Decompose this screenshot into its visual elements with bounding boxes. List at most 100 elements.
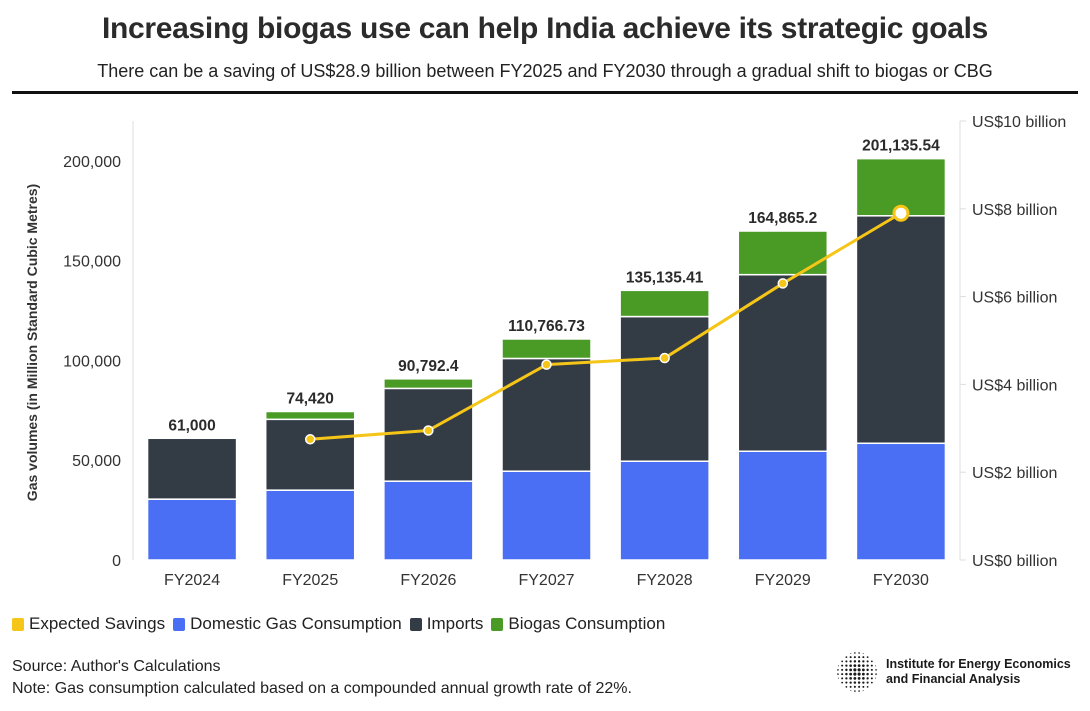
y-tick-label: 0 bbox=[112, 553, 121, 570]
bar-biogas-consumption bbox=[619, 289, 710, 318]
y2-tick-label: US$8 billion bbox=[972, 202, 1057, 219]
bar-total-label: 110,766.73 bbox=[508, 318, 585, 335]
globe-dot bbox=[870, 673, 873, 676]
globe-dot bbox=[841, 677, 844, 680]
y2-tick-label: US$6 billion bbox=[972, 290, 1057, 307]
globe-dot bbox=[849, 690, 852, 692]
globe-dot bbox=[837, 677, 839, 680]
legend-swatch-domestic-gas bbox=[173, 617, 186, 631]
title-divider bbox=[12, 91, 1078, 94]
globe-dot bbox=[841, 681, 844, 684]
globe-dot bbox=[854, 652, 856, 654]
globe-icon bbox=[837, 652, 877, 692]
globe-dot bbox=[866, 672, 869, 676]
logo-text: Institute for Energy Economics and Finan… bbox=[886, 657, 1071, 687]
globe-dot bbox=[862, 690, 865, 692]
expected-savings-line bbox=[310, 211, 902, 441]
globe-dot bbox=[845, 660, 848, 663]
globe-dot bbox=[841, 660, 844, 663]
legend-item-biogas: Biogas Consumption bbox=[491, 614, 665, 634]
globe-dot bbox=[854, 690, 856, 692]
bar-imports bbox=[146, 437, 238, 500]
globe-dot bbox=[870, 668, 873, 671]
globe-dot bbox=[871, 686, 873, 688]
globe-dot bbox=[870, 660, 873, 663]
legend-label-imports: Imports bbox=[426, 614, 484, 633]
x-tick-label: FY2028 bbox=[637, 572, 693, 589]
globe-dot bbox=[849, 681, 852, 684]
bar-biogas-consumption bbox=[383, 378, 474, 390]
note-text: Note: Gas consumption calculated based o… bbox=[12, 680, 632, 697]
globe-dot bbox=[841, 686, 843, 688]
bar-domestic-gas-consumption bbox=[264, 489, 356, 561]
globe-dot bbox=[837, 673, 839, 675]
globe-dot bbox=[857, 664, 861, 668]
y2-tick-label: US$0 billion bbox=[972, 553, 1057, 570]
expected-savings-point bbox=[892, 204, 910, 222]
globe-dot bbox=[875, 664, 877, 667]
globe-dot bbox=[871, 656, 873, 658]
chart-subtitle: There can be a saving of US$28.9 billion… bbox=[97, 61, 993, 81]
y2-tick-label: US$10 billion bbox=[972, 114, 1066, 131]
globe-dot bbox=[875, 677, 877, 680]
globe-dot bbox=[866, 685, 869, 688]
x-tick-label: FY2030 bbox=[873, 572, 929, 589]
globe-dot bbox=[875, 669, 877, 671]
expected-savings-point bbox=[659, 352, 670, 364]
globe-dot bbox=[858, 690, 860, 692]
globe-dot bbox=[853, 664, 857, 668]
x-tick-label: FY2024 bbox=[164, 572, 220, 589]
globe-dot bbox=[853, 676, 857, 680]
globe-dot bbox=[849, 652, 852, 654]
globe-dot bbox=[857, 681, 861, 684]
x-tick-label: FY2029 bbox=[755, 572, 811, 589]
globe-dot bbox=[862, 656, 865, 659]
globe-dot bbox=[853, 660, 857, 663]
bar-imports bbox=[501, 357, 592, 472]
bar-biogas-consumption bbox=[737, 230, 829, 276]
expected-savings-point bbox=[304, 434, 316, 445]
expected-savings-point bbox=[423, 425, 434, 436]
globe-dot bbox=[858, 656, 861, 659]
bar-biogas-consumption bbox=[264, 410, 356, 421]
bar-domestic-gas-consumption bbox=[855, 442, 947, 561]
legend-item-domestic-gas: Domestic Gas Consumption bbox=[173, 614, 402, 634]
globe-dot bbox=[845, 672, 848, 676]
globe-dot bbox=[870, 664, 873, 667]
bar-domestic-gas-consumption bbox=[383, 480, 474, 561]
globe-dot bbox=[849, 672, 853, 676]
globe-dot bbox=[849, 656, 852, 659]
bar-domestic-gas-consumption bbox=[737, 450, 829, 561]
globe-dot bbox=[857, 668, 861, 672]
globe-dot bbox=[866, 660, 869, 663]
globe-dot bbox=[857, 676, 861, 680]
expected-savings-point bbox=[541, 359, 552, 370]
logo-line-1: Institute for Energy Economics bbox=[886, 657, 1071, 671]
globe-dot bbox=[866, 681, 869, 684]
bar-total-label: 201,135.54 bbox=[862, 138, 940, 155]
globe-dot bbox=[858, 685, 861, 688]
source-text: Source: Author's Calculations bbox=[12, 658, 221, 675]
globe-dot bbox=[837, 664, 839, 667]
globe-dot bbox=[849, 685, 852, 688]
globe-dot bbox=[857, 672, 861, 676]
bar-total-label: 90,792.4 bbox=[398, 358, 459, 375]
legend-swatch-biogas bbox=[491, 617, 504, 631]
globe-dot bbox=[870, 677, 873, 680]
globe-dot bbox=[866, 656, 869, 659]
stacked-bar-chart: 0 50,000 100,000 150,000 200,000 US$0 billion… bbox=[24, 114, 1066, 589]
legend-swatch-imports bbox=[409, 617, 422, 631]
globe-dot bbox=[841, 656, 843, 658]
globe-dot bbox=[845, 677, 848, 680]
x-tick-label: FY2025 bbox=[282, 572, 338, 589]
chart-title: Increasing biogas use can help India ach… bbox=[101, 12, 989, 45]
globe-dot bbox=[861, 668, 865, 672]
globe-dot bbox=[853, 681, 857, 684]
bar-total-label: 61,000 bbox=[168, 417, 215, 434]
globe-dot bbox=[849, 677, 852, 680]
globe-dot bbox=[849, 668, 853, 672]
globe-dot bbox=[849, 660, 852, 663]
y2-tick-label: US$4 billion bbox=[972, 377, 1057, 394]
globe-dot bbox=[845, 685, 848, 688]
bar-total-label: 135,135.41 bbox=[626, 269, 704, 286]
